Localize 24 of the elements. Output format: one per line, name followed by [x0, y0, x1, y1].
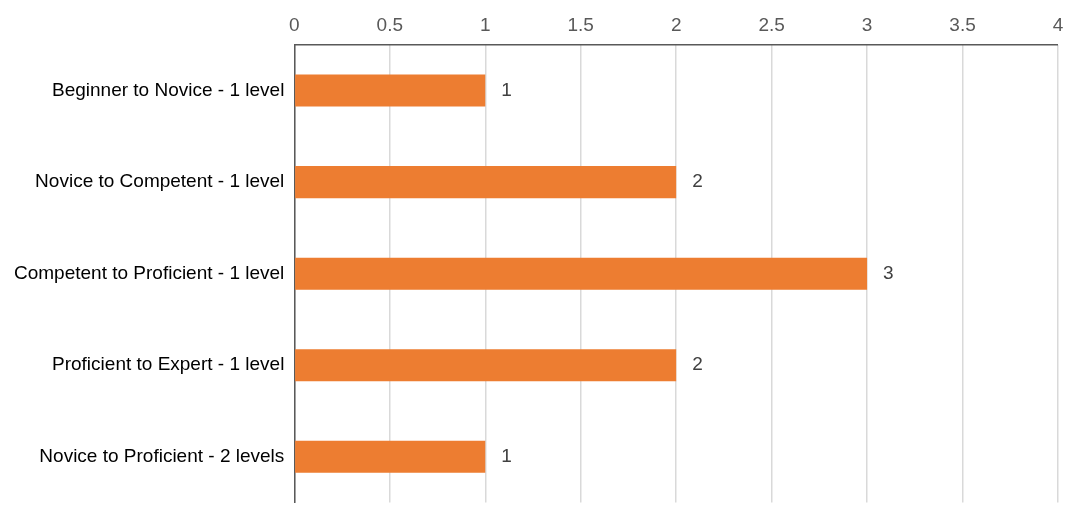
x-tick-label: 3 — [861, 13, 873, 35]
y-tick-label: Beginner to Novice - 1 level — [52, 78, 285, 100]
y-tick-label: Novice to Proficient - 2 levels — [39, 445, 285, 467]
x-tick-label: 4 — [1052, 13, 1064, 35]
data-label: 1 — [501, 445, 512, 467]
bar — [295, 349, 677, 382]
bar — [295, 257, 868, 290]
data-label: 3 — [883, 261, 894, 283]
x-tick-label: 0 — [289, 13, 300, 35]
bar — [295, 440, 486, 473]
data-label: 2 — [692, 353, 703, 375]
x-tick-label: 0.5 — [376, 13, 404, 35]
bar — [295, 166, 677, 199]
x-tick-label: 3.5 — [949, 13, 976, 35]
y-tick-label: Proficient to Expert - 1 level — [52, 353, 285, 375]
x-tick-label: 2 — [670, 13, 682, 35]
bar — [295, 74, 486, 107]
y-tick-label: Competent to Proficient - 1 level — [13, 261, 285, 283]
x-tick-label: 1 — [479, 13, 491, 35]
x-tick-label: 1.5 — [567, 13, 594, 35]
x-tick-label: 2.5 — [758, 13, 785, 35]
data-label: 2 — [692, 170, 703, 192]
data-label: 1 — [501, 78, 512, 100]
y-tick-label: Novice to Competent - 1 level — [35, 170, 285, 192]
